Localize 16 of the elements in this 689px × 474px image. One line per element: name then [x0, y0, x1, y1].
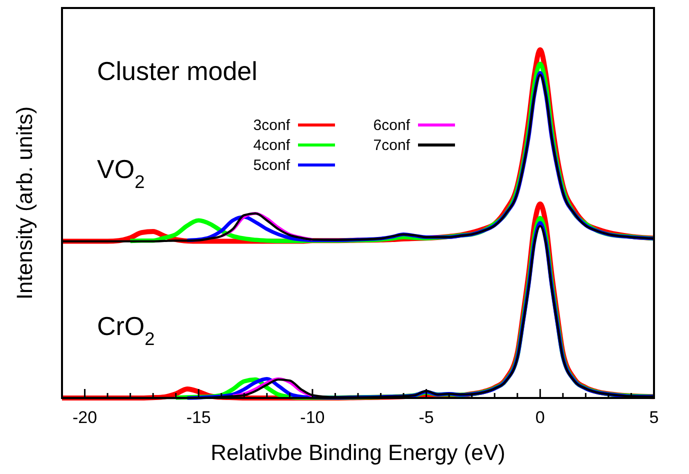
x-tick-label: 5: [649, 408, 659, 427]
x-tick-label: -20: [72, 408, 98, 427]
x-tick-label: -15: [186, 408, 211, 427]
legend-label: 4conf: [253, 137, 291, 154]
annotation: VO$_{2}$: [97, 154, 145, 192]
legend-label: 7conf: [373, 137, 411, 154]
x-tick-label: -10: [300, 408, 325, 427]
legend-label: 5conf: [253, 157, 291, 174]
legend-label: 6conf: [373, 117, 411, 134]
x-tick-label: 0: [535, 408, 545, 427]
x-axis-title: Relativbe Binding Energy (eV): [210, 440, 506, 465]
annotation: CrO$_{2}$: [97, 311, 155, 349]
y-axis-title: Intensity (arb. units): [12, 106, 37, 300]
legend-label: 3conf: [253, 117, 291, 134]
annotation: Cluster model: [97, 56, 258, 86]
x-tick-label: -5: [418, 408, 434, 427]
